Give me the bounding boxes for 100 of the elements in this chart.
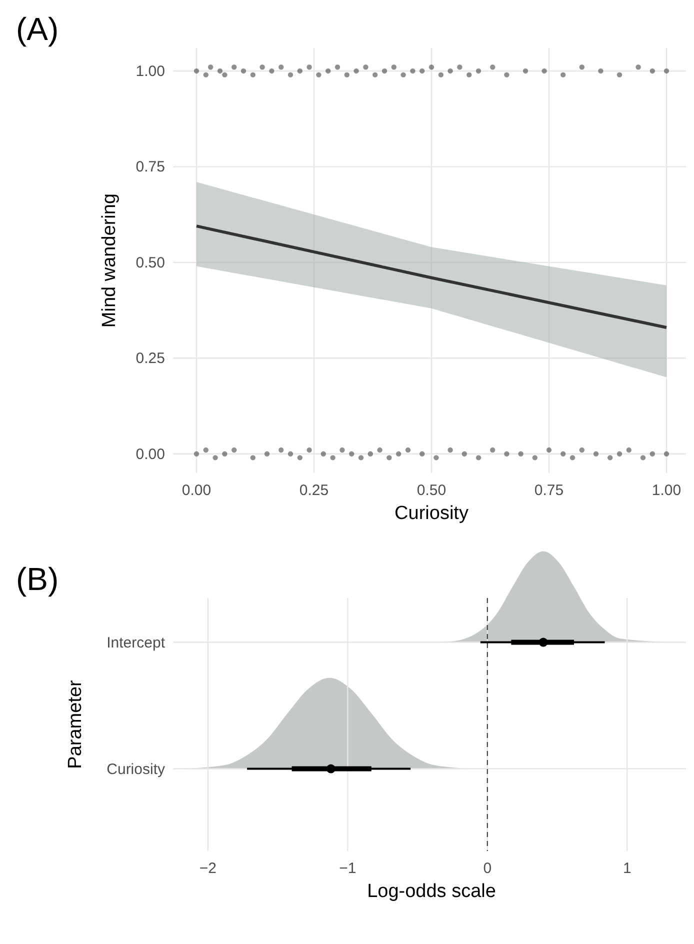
y-tick-label: 0.75 — [136, 158, 165, 176]
point — [438, 72, 444, 78]
point — [297, 68, 302, 74]
x-tick-label: −2 — [199, 860, 216, 877]
point — [400, 72, 406, 78]
point — [386, 455, 392, 460]
text: (A) — [16, 11, 59, 47]
point — [560, 451, 566, 456]
point — [410, 68, 416, 74]
point — [269, 68, 274, 74]
point — [504, 451, 510, 456]
point — [420, 451, 425, 456]
point — [664, 68, 670, 74]
point — [650, 451, 655, 456]
x-tick-label: 1 — [622, 860, 632, 877]
point — [330, 455, 336, 460]
text: (B) — [16, 561, 59, 597]
point — [598, 68, 604, 74]
point — [232, 64, 237, 70]
y-tick-label: Intercept — [106, 634, 166, 652]
point — [490, 64, 496, 70]
x-tick-label: 0.00 — [182, 482, 212, 499]
x-axis-title: Log-odds scale — [367, 881, 496, 902]
point — [354, 68, 359, 74]
point — [212, 455, 218, 460]
point — [260, 64, 265, 70]
point — [250, 455, 256, 460]
point — [476, 455, 482, 460]
y-tick-label: 1.00 — [136, 62, 165, 80]
y-tick-label: Curiosity — [106, 760, 166, 778]
point — [288, 72, 294, 78]
point — [358, 455, 364, 460]
point — [542, 68, 547, 74]
point — [608, 455, 613, 460]
point — [640, 455, 646, 460]
point — [278, 447, 284, 453]
y-tick-label: 0.00 — [136, 446, 165, 463]
point — [344, 72, 350, 78]
point — [532, 455, 538, 460]
point — [222, 72, 228, 78]
point — [264, 451, 270, 456]
point — [194, 451, 200, 456]
x-axis-title: Curiosity — [394, 503, 469, 524]
point — [240, 68, 246, 74]
point — [316, 72, 322, 78]
point — [518, 451, 524, 456]
point — [428, 64, 434, 70]
point — [664, 451, 670, 456]
point — [405, 447, 411, 453]
point — [616, 451, 622, 456]
point — [208, 64, 214, 70]
y-axis-title: Parameter — [65, 679, 86, 769]
point — [636, 64, 641, 70]
x-tick-label: 0.50 — [416, 482, 446, 499]
y-tick-label: 0.25 — [136, 350, 165, 368]
point — [203, 447, 208, 453]
point — [466, 72, 472, 78]
point — [217, 68, 223, 74]
point — [232, 447, 237, 453]
point — [522, 68, 528, 74]
x-tick-label: 0.25 — [299, 482, 329, 499]
point — [278, 64, 284, 70]
point — [593, 451, 599, 456]
point — [250, 72, 256, 78]
point — [382, 68, 388, 74]
point — [372, 72, 378, 78]
x-tick-label: 1.00 — [652, 482, 682, 499]
point — [368, 451, 373, 456]
point — [579, 447, 584, 453]
y-tick-label: 0.50 — [136, 254, 165, 272]
point — [349, 451, 354, 456]
point — [306, 447, 312, 453]
point — [334, 64, 340, 70]
x-tick-label: 0 — [483, 860, 492, 877]
point — [476, 68, 482, 74]
point — [490, 447, 496, 453]
point — [340, 447, 345, 453]
point — [222, 451, 228, 456]
point — [420, 68, 425, 74]
point — [363, 64, 368, 70]
point — [650, 68, 655, 74]
point — [448, 68, 453, 74]
point — [546, 447, 552, 453]
y-axis-title: Mind wandering — [99, 193, 120, 328]
point — [434, 455, 439, 460]
point — [391, 64, 396, 70]
point — [616, 72, 622, 78]
point — [377, 447, 382, 453]
point — [570, 455, 576, 460]
point — [462, 451, 467, 456]
x-tick-label: −1 — [339, 860, 356, 877]
point — [457, 64, 462, 70]
point — [203, 72, 208, 78]
point — [288, 451, 294, 456]
point — [194, 68, 200, 74]
point — [306, 64, 312, 70]
point — [626, 447, 632, 453]
point — [326, 68, 331, 74]
x-tick-label: 0.75 — [534, 482, 564, 499]
point — [448, 447, 453, 453]
